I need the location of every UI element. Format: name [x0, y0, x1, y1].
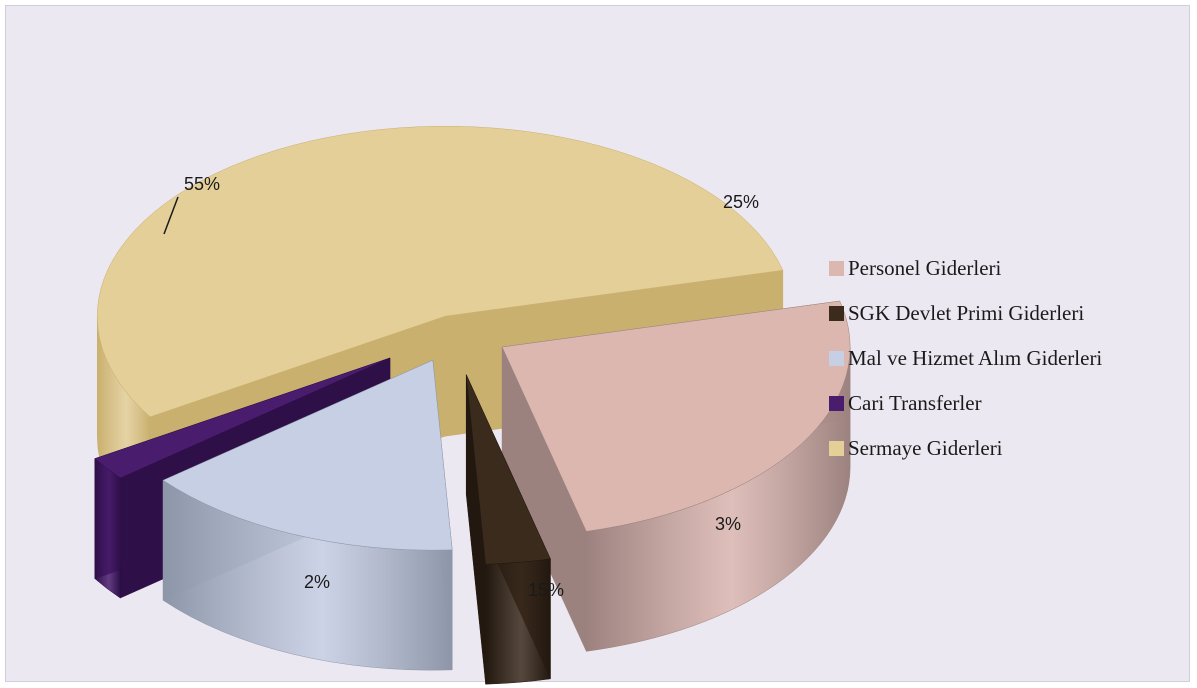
pie-slice — [465, 374, 551, 685]
legend-swatch — [829, 306, 844, 321]
pie-slice — [162, 359, 453, 671]
legend-label: Mal ve Hizmet Alım Giderleri — [848, 346, 1103, 370]
legend-item: SGK Devlet Primi Giderleri — [829, 291, 1102, 336]
slice-side — [485, 558, 551, 685]
slice-top — [465, 374, 551, 565]
legend-label: Cari Transferler — [848, 391, 982, 415]
slice-top — [501, 300, 851, 532]
legend-item: Personel Giderleri — [829, 246, 1102, 291]
slice-top — [162, 359, 453, 551]
label-leader-line — [163, 196, 179, 235]
pie-slice — [501, 300, 851, 652]
slice-top — [97, 125, 784, 418]
legend-label: SGK Devlet Primi Giderleri — [848, 301, 1085, 325]
data-label: 3% — [715, 514, 741, 534]
legend-item: Mal ve Hizmet Alım Giderleri — [829, 336, 1102, 381]
data-label: 15% — [528, 580, 564, 600]
legend-swatch — [829, 441, 844, 456]
data-label: 2% — [304, 572, 330, 592]
chart-legend: Personel Giderleri SGK Devlet Primi Gider… — [829, 246, 1102, 471]
legend-swatch — [829, 396, 844, 411]
slice-top — [94, 357, 391, 479]
data-label: 55% — [184, 174, 220, 194]
slice-side — [94, 458, 121, 599]
legend-label: Personel Giderleri — [848, 256, 1002, 280]
data-label: 25% — [723, 192, 759, 212]
legend-swatch — [829, 351, 844, 366]
legend-label: Sermaye Giderleri — [848, 436, 1003, 460]
legend-swatch — [829, 261, 844, 276]
legend-item: Cari Transferler — [829, 381, 1102, 426]
legend-item: Sermaye Giderleri — [829, 426, 1102, 471]
